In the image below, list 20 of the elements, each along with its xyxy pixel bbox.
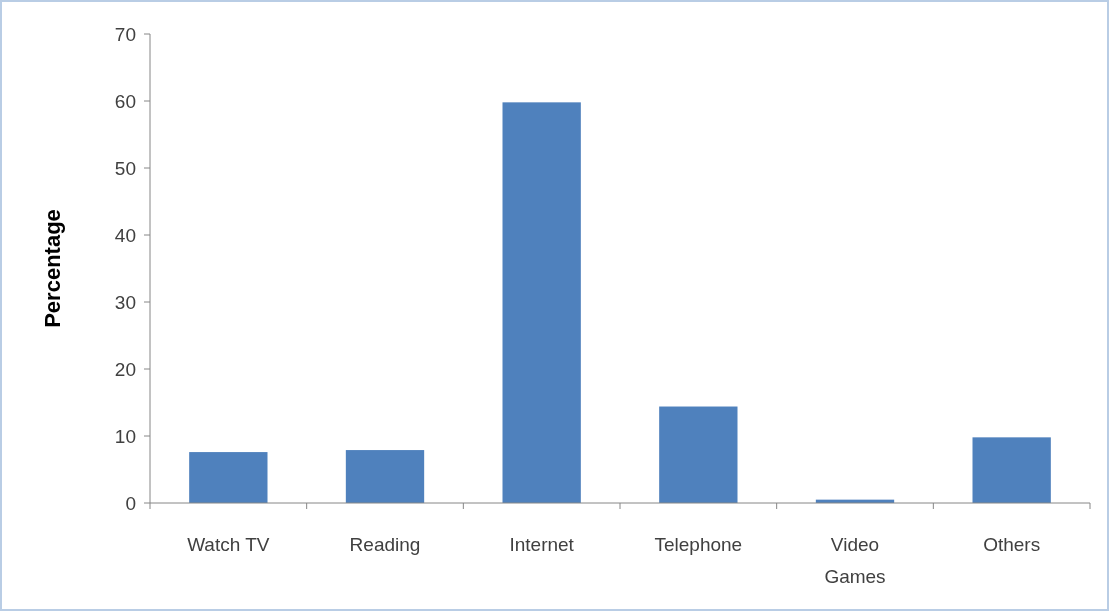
x-tick-label: Reading: [349, 534, 421, 555]
y-tick-label: 30: [114, 291, 136, 313]
y-tick-label: 60: [114, 90, 136, 112]
x-tick-label: Video Games: [824, 534, 886, 587]
y-tick-label: 20: [114, 358, 136, 380]
bar: [659, 406, 738, 503]
y-tick-label: 50: [114, 157, 136, 179]
y-tick-label: 10: [114, 425, 136, 447]
y-tick-label: 0: [125, 492, 136, 514]
x-tick-label: Telephone: [654, 534, 743, 555]
bar: [972, 437, 1051, 503]
x-tick-label: Others: [983, 534, 1041, 555]
bar: [502, 102, 581, 503]
bar: [189, 452, 268, 503]
x-tick-label: Watch TV: [187, 534, 270, 555]
bar: [345, 450, 425, 503]
y-axis-title: Percentage: [40, 209, 65, 328]
x-tick-label: Internet: [509, 534, 575, 555]
y-tick-label: 70: [114, 23, 136, 45]
y-tick-label: 40: [114, 224, 136, 246]
